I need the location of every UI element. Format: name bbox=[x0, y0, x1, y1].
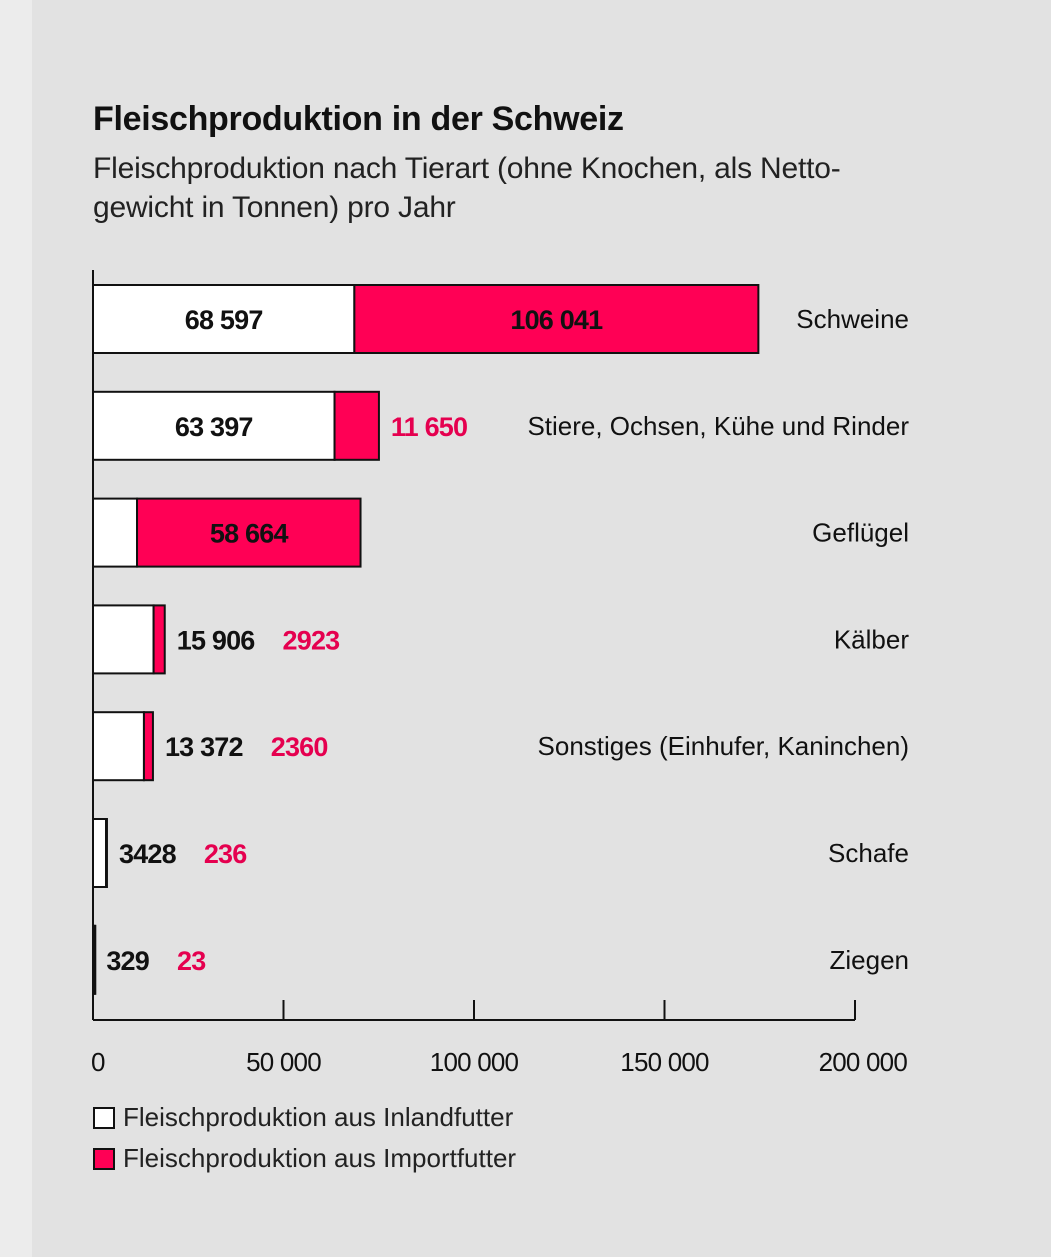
value-label-import-2: 58 664 bbox=[210, 519, 289, 549]
category-label-1: Stiere, Ochsen, Kühe und Rinder bbox=[527, 411, 909, 441]
chart-title: Fleischproduktion in der Schweiz bbox=[93, 100, 624, 138]
category-label-0: Schweine bbox=[796, 304, 909, 334]
bar-import-0 bbox=[353, 284, 760, 354]
bar-inland-0 bbox=[92, 284, 356, 354]
category-label-4: Sonstiges (Einhufer, Kaninchen) bbox=[538, 731, 909, 761]
value-label-import-3: 2923 bbox=[283, 625, 341, 655]
value-label-inland-6: 329 bbox=[106, 946, 149, 976]
value-label-import-6: 23 bbox=[177, 946, 206, 976]
legend-item-inland: Fleischproduktion aus Inlandfutter bbox=[93, 1102, 513, 1133]
x-tick-label-0: 0 bbox=[91, 1047, 105, 1077]
chart-subtitle: Fleischproduktion nach Tierart (ohne Kno… bbox=[93, 149, 933, 227]
bar-import-1 bbox=[333, 390, 380, 461]
category-label-2: Geflügel bbox=[812, 518, 909, 548]
legend-item-import: Fleischproduktion aus Importfutter bbox=[93, 1143, 516, 1174]
bar-import-2 bbox=[136, 497, 362, 568]
bar-import-6 bbox=[93, 924, 97, 995]
x-tick-label-1: 50 000 bbox=[246, 1047, 321, 1077]
bar-inland-5 bbox=[92, 818, 108, 888]
value-label-import-1: 11 650 bbox=[391, 412, 467, 442]
value-label-import-0: 106 041 bbox=[510, 305, 603, 335]
value-label-inland-5: 3428 bbox=[119, 839, 177, 869]
legend-label-import: Fleischproduktion aus Importfutter bbox=[123, 1143, 517, 1173]
bar-import-5 bbox=[105, 818, 108, 888]
bar-import-4 bbox=[142, 711, 154, 782]
legend-swatch-import bbox=[93, 1148, 115, 1170]
bar-import-3 bbox=[152, 604, 166, 675]
bar-inland-3 bbox=[92, 604, 155, 675]
legend-swatch-inland bbox=[93, 1107, 115, 1129]
value-label-inland-1: 63 397 bbox=[175, 412, 253, 442]
chart-subtitle-line-1: Fleischproduktion nach Tierart (ohne Kno… bbox=[93, 152, 841, 185]
x-tick-label-3: 150 000 bbox=[620, 1047, 709, 1077]
category-label-3: Kälber bbox=[834, 624, 909, 654]
category-label-6: Ziegen bbox=[830, 945, 910, 975]
value-label-import-5: 236 bbox=[204, 839, 247, 869]
bar-inland-4 bbox=[92, 711, 145, 782]
legend-label-inland: Fleischproduktion aus Inlandfutter bbox=[123, 1102, 514, 1132]
value-label-inland-4: 13 372 bbox=[165, 732, 243, 762]
value-label-inland-3: 15 906 bbox=[177, 625, 256, 655]
chart-panel bbox=[32, 0, 1051, 1257]
value-label-import-4: 2360 bbox=[271, 732, 328, 762]
bar-inland-1 bbox=[92, 390, 336, 461]
x-tick-label-4: 200 000 bbox=[819, 1047, 908, 1077]
chart-subtitle-line-2: gewicht in Tonnen) pro Jahr bbox=[93, 191, 456, 224]
bar-inland-2 bbox=[92, 497, 139, 568]
category-label-5: Schafe bbox=[828, 838, 909, 868]
value-label-inland-0: 68 597 bbox=[185, 305, 263, 335]
x-tick-label-2: 100 000 bbox=[430, 1047, 519, 1077]
